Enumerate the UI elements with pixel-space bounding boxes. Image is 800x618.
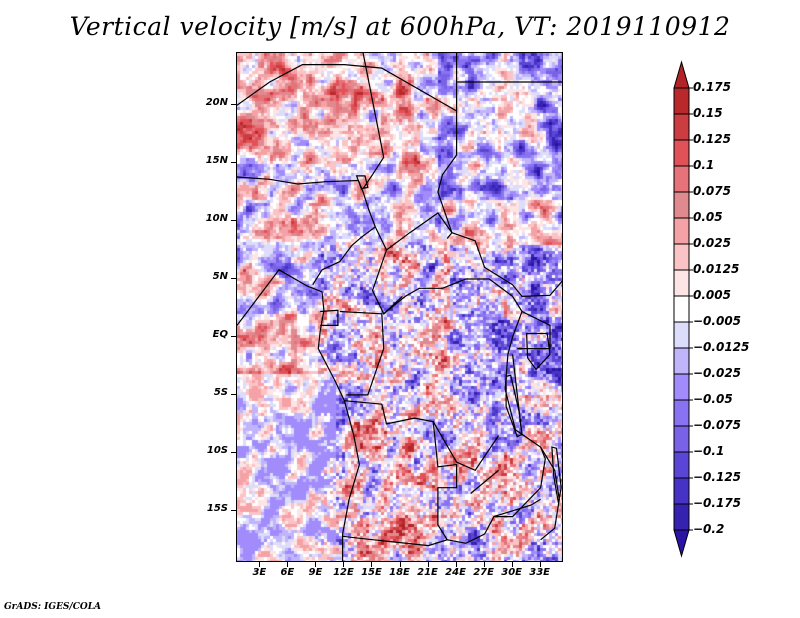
colorbar-label: −0.2 <box>693 522 725 536</box>
border-line <box>383 295 403 315</box>
y-axis-tick <box>231 451 236 453</box>
y-axis-tick <box>231 393 236 395</box>
colorbar-label: −0.025 <box>693 366 742 380</box>
colorbar-box <box>673 425 690 453</box>
border-line <box>237 269 361 561</box>
x-axis-tick <box>371 562 373 567</box>
x-axis-tick <box>483 562 485 567</box>
country-borders <box>237 53 562 561</box>
border-line <box>432 421 500 472</box>
x-axis-tick <box>427 562 429 567</box>
colorbar-box <box>673 451 690 479</box>
colorbar-label: −0.1 <box>693 444 725 458</box>
y-axis-tick <box>231 509 236 511</box>
lake-outline <box>525 332 551 371</box>
colorbar-box <box>673 243 690 271</box>
x-axis-tick <box>455 562 457 567</box>
y-axis-tick-label: 5N <box>212 271 228 283</box>
border-line <box>362 53 385 189</box>
x-axis-tick <box>343 562 345 567</box>
y-axis-tick <box>231 104 236 106</box>
colorbar-box <box>673 217 690 245</box>
colorbar-box <box>673 347 690 375</box>
y-axis-tick-label: 15N <box>205 155 228 167</box>
border-line <box>237 176 377 286</box>
lake-outline <box>551 446 562 503</box>
x-axis-tick-label: 33E <box>529 567 551 578</box>
colorbar-box <box>673 477 690 505</box>
colorbar-box <box>673 373 690 401</box>
colorbar-label: −0.075 <box>693 418 742 432</box>
border-line <box>374 212 453 251</box>
map-plot-area <box>236 52 563 562</box>
colorbar-box <box>673 399 690 427</box>
colorbar-box <box>673 113 690 141</box>
colorbar-label: 0.025 <box>693 236 731 250</box>
border-line <box>344 400 458 541</box>
colorbar-label: 0.0125 <box>693 262 740 276</box>
border-line <box>342 249 546 547</box>
x-axis-tick-label: 24E <box>445 567 466 578</box>
colorbar-label: −0.125 <box>693 470 742 484</box>
colorbar-label: −0.05 <box>693 392 733 406</box>
chart-title: Vertical velocity [m/s] at 600hPa, VT: 2… <box>69 12 731 41</box>
x-axis-tick-label: 27E <box>473 567 494 578</box>
x-axis-tick-label: 12E <box>333 567 354 578</box>
x-axis-tick-label: 15E <box>361 567 382 578</box>
border-line <box>451 232 562 298</box>
colorbar-label: −0.0125 <box>693 340 750 354</box>
x-axis-tick-label: 6E <box>280 567 295 578</box>
y-axis-tick-label: 10S <box>206 444 228 456</box>
colorbar-box <box>673 139 690 167</box>
x-axis-tick-label: 18E <box>389 567 410 578</box>
x-axis-tick <box>259 562 261 567</box>
lake-outline <box>355 175 369 190</box>
y-axis-tick <box>231 335 236 337</box>
x-axis-tick-label: 3E <box>252 567 267 578</box>
colorbar-box <box>673 295 690 323</box>
y-axis-tick <box>231 278 236 280</box>
colorbar-box <box>673 269 690 297</box>
colorbar-box <box>673 321 690 349</box>
credit-label: GrADS: IGES/COLA <box>4 602 102 612</box>
border-line <box>470 469 499 494</box>
y-axis-tick-label: 10N <box>205 213 228 225</box>
vertical-velocity-field <box>237 53 562 561</box>
y-axis-tick-label: 20N <box>205 97 228 109</box>
lake-outline <box>505 374 523 438</box>
x-axis-tick <box>315 562 317 567</box>
x-axis-tick <box>399 562 401 567</box>
colorbar-label: 0.1 <box>693 158 715 172</box>
x-axis-tick <box>287 562 289 567</box>
colorbar-label: −0.005 <box>693 314 742 328</box>
colorbar-box <box>673 191 690 219</box>
y-axis-tick <box>231 162 236 164</box>
colorbar-label: 0.005 <box>693 288 731 302</box>
colorbar-label: 0.15 <box>693 106 723 120</box>
colorbar-extend-max <box>673 60 690 89</box>
border-line <box>339 310 385 396</box>
y-axis-tick-label: EQ <box>212 328 228 340</box>
x-axis-tick-label: 9E <box>308 567 323 578</box>
colorbar-label: −0.175 <box>693 496 742 510</box>
colorbar-extend-min <box>673 529 690 558</box>
x-axis-tick <box>539 562 541 567</box>
colorbar-label: 0.075 <box>693 184 731 198</box>
border-line <box>320 309 339 326</box>
colorbar-label: 0.125 <box>693 132 731 146</box>
colorbar-label: 0.05 <box>693 210 723 224</box>
border-line <box>517 310 551 350</box>
y-axis-tick-label: 5S <box>213 386 228 398</box>
x-axis-tick-label: 30E <box>501 567 522 578</box>
colorbar-box <box>673 87 690 115</box>
y-axis-tick <box>231 220 236 222</box>
y-axis-tick-label: 15S <box>206 502 228 514</box>
x-axis-tick-label: 21E <box>417 567 438 578</box>
colorbar-box <box>673 503 690 531</box>
colorbar-box <box>673 165 690 193</box>
x-axis-tick <box>511 562 513 567</box>
border-line <box>493 498 541 518</box>
colorbar-label: 0.175 <box>693 80 731 94</box>
